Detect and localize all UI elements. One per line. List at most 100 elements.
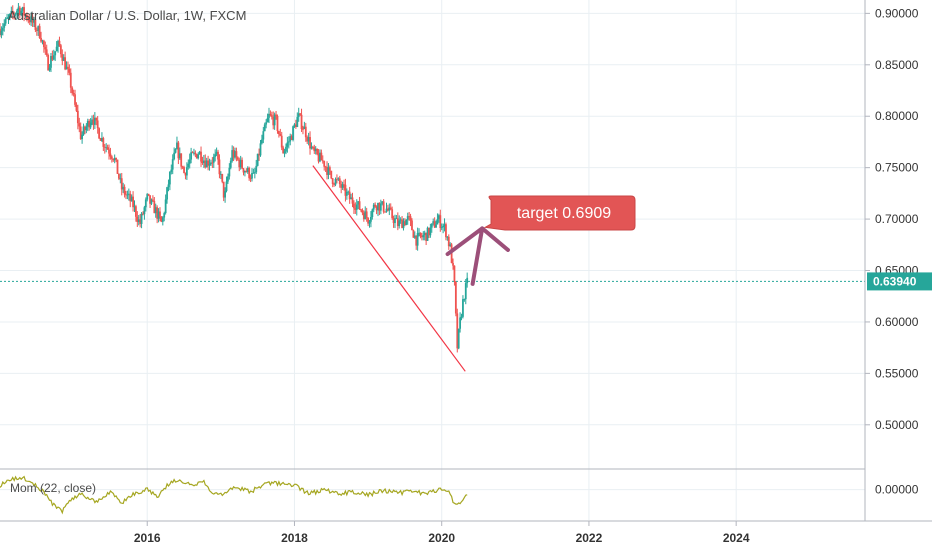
candle-body <box>67 66 69 70</box>
candle-body <box>109 153 112 157</box>
candle-body <box>188 159 191 164</box>
candle-body <box>326 166 328 175</box>
candle-body <box>98 128 100 139</box>
candle-body <box>211 162 214 164</box>
candle-body <box>426 227 429 241</box>
candle-body <box>129 193 132 202</box>
candle-body <box>55 46 58 52</box>
chart-title: Australian Dollar / U.S. Dollar, 1W, FXC… <box>8 8 246 23</box>
x-tick-label: 2020 <box>428 531 455 545</box>
candle-body <box>428 227 430 236</box>
candle-body <box>436 219 439 225</box>
y-tick-label: 0.85000 <box>875 58 919 72</box>
candle-body <box>283 151 286 154</box>
candle-body <box>292 126 294 140</box>
candle-body <box>140 213 143 224</box>
candle-body <box>270 115 273 117</box>
candle-body <box>353 203 355 209</box>
candle-body <box>327 167 330 175</box>
candle-body <box>398 220 401 227</box>
candle-body <box>217 151 219 160</box>
candle-body <box>132 196 134 208</box>
candle-body <box>442 225 445 228</box>
candle-body <box>227 176 229 182</box>
candle-body <box>364 211 367 220</box>
candle-body <box>33 19 35 23</box>
target-callout[interactable]: target 0.6909 <box>483 195 636 231</box>
candle-body <box>0 30 3 35</box>
candle-body <box>61 54 64 61</box>
candle-body <box>381 201 384 204</box>
candle-body <box>108 149 110 154</box>
candle-body <box>425 232 428 241</box>
y-tick-label: 0.55000 <box>875 366 919 380</box>
candle-body <box>357 201 360 205</box>
time-axis[interactable]: 2016 2018 2020 2022 2024 <box>134 521 750 545</box>
candle-body <box>115 157 117 160</box>
candle-body <box>437 215 440 220</box>
candle-body <box>358 201 361 210</box>
candle-body <box>212 156 215 163</box>
candle-body <box>16 10 18 14</box>
candle-body <box>215 151 218 155</box>
candle-body <box>268 113 270 118</box>
candle-body <box>102 138 105 147</box>
momentum-pane: Mom (22, close) <box>0 475 468 515</box>
candle-body <box>413 235 416 238</box>
candle-body <box>194 152 197 155</box>
candle-body <box>103 146 106 148</box>
candle-body <box>445 224 447 238</box>
candle-body <box>354 208 357 210</box>
candle-body <box>466 277 469 284</box>
y-tick-label: 0.90000 <box>875 6 919 20</box>
candle-body <box>282 147 285 154</box>
candle-body <box>290 136 293 140</box>
candle-body <box>255 165 258 173</box>
candle-body <box>25 14 28 19</box>
candle-body <box>34 19 37 30</box>
candle-body <box>365 211 368 218</box>
candle-body <box>200 151 202 162</box>
candle-body <box>185 167 188 176</box>
candle-body <box>178 153 181 159</box>
candle-body <box>64 57 67 70</box>
candle-body <box>430 223 433 228</box>
x-tick-label: 2022 <box>576 531 603 545</box>
candle-body <box>316 148 319 155</box>
candle-body <box>314 148 317 152</box>
candle-body <box>408 216 411 217</box>
candle-body <box>259 143 262 156</box>
candle-body <box>27 18 30 20</box>
candle-body <box>144 199 147 208</box>
candle-body <box>244 171 246 173</box>
candle-body <box>337 178 340 180</box>
candle-body <box>345 191 348 196</box>
candle-body <box>126 194 129 196</box>
price-axis[interactable]: 0.900000.850000.800000.750000.700000.650… <box>865 6 919 432</box>
candle-body <box>248 167 251 179</box>
candle-body <box>9 13 11 18</box>
candle-body <box>41 40 44 42</box>
indicator-axis[interactable]: 0.00000 <box>875 483 919 497</box>
candle-body <box>198 151 201 155</box>
candle-body <box>402 221 405 229</box>
candle-body <box>89 122 92 128</box>
candle-body <box>384 211 386 213</box>
candle-body <box>219 174 222 175</box>
candle-body <box>218 159 221 175</box>
candle-body <box>81 134 84 140</box>
candle-body <box>42 40 45 48</box>
candle-body <box>234 151 236 158</box>
x-tick-label: 2016 <box>134 531 161 545</box>
last-price-badge: 0.63940 <box>867 272 932 291</box>
candle-body <box>432 221 435 224</box>
candle-body <box>293 124 296 127</box>
candle-body <box>319 152 321 162</box>
candle-body <box>21 7 24 11</box>
candle-body <box>149 195 151 204</box>
candle-body <box>181 166 184 168</box>
candle-body <box>187 163 190 168</box>
candle-body <box>20 10 23 15</box>
candle-body <box>147 193 150 196</box>
